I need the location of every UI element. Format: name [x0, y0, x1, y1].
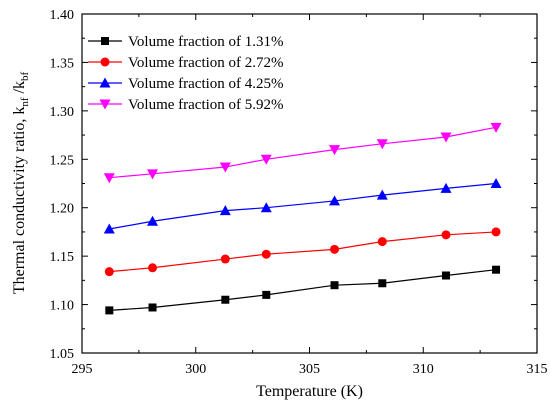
- data-point: [330, 281, 339, 290]
- legend-marker: [101, 37, 109, 45]
- series-3: [103, 178, 502, 234]
- data-point: [441, 230, 451, 240]
- data-point: [490, 178, 502, 188]
- data-point: [148, 303, 157, 312]
- legend-item: Volume fraction of 4.25%: [88, 76, 284, 92]
- legend-label: Volume fraction of 2.72%: [128, 55, 284, 71]
- legend: Volume fraction of 1.31% Volume fraction …: [88, 34, 284, 113]
- legend-label: Volume fraction of 4.25%: [128, 76, 284, 92]
- data-point: [329, 195, 341, 206]
- x-tick-label: 295: [72, 362, 93, 377]
- y-axis-ticks: 1.05 1.10 1.15 1.20 1.25 1.30 1.35 1.40: [50, 8, 537, 362]
- y-tick-label: 1.40: [50, 8, 75, 23]
- data-point: [378, 279, 387, 288]
- legend-item: Volume fraction of 1.31%: [88, 34, 284, 50]
- data-point: [105, 306, 114, 315]
- data-point: [261, 249, 271, 259]
- y-axis-title: Thermal conductivity ratio, knf /kbf: [11, 72, 31, 295]
- data-point: [220, 254, 230, 264]
- data-point: [376, 139, 388, 150]
- y-tick-label: 1.10: [50, 299, 75, 314]
- series-2: [104, 227, 501, 277]
- x-tick-label: 310: [413, 362, 434, 377]
- data-point: [260, 202, 272, 213]
- y-tick-label: 1.25: [50, 153, 75, 168]
- series-line: [109, 231, 497, 273]
- data-point: [376, 189, 388, 200]
- data-point: [440, 182, 452, 193]
- data-point: [329, 145, 341, 156]
- x-tick-label: 305: [299, 362, 320, 377]
- data-point: [440, 132, 452, 143]
- data-point: [221, 295, 230, 304]
- series-line: [109, 182, 497, 230]
- series-line: [109, 126, 497, 179]
- data-point: [147, 169, 159, 180]
- y-tick-label: 1.30: [50, 105, 75, 120]
- data-point: [490, 122, 502, 133]
- data-point: [491, 227, 501, 237]
- data-point: [330, 244, 340, 254]
- series-4: [103, 122, 502, 184]
- x-tick-label: 300: [185, 362, 206, 377]
- legend-marker: [99, 99, 111, 110]
- y-tick-label: 1.05: [50, 347, 75, 362]
- x-axis-ticks: 295 300 305 310 315: [72, 14, 548, 377]
- series-1: [105, 265, 501, 315]
- legend-item: Volume fraction of 5.92%: [88, 97, 284, 113]
- y-tick-label: 1.35: [50, 56, 75, 71]
- data-point: [148, 263, 158, 273]
- data-point: [103, 173, 115, 184]
- data-point: [442, 271, 450, 280]
- data-point: [377, 237, 387, 247]
- y-tick-label: 1.15: [50, 250, 75, 265]
- series-line: [109, 269, 497, 311]
- data-point: [104, 267, 114, 277]
- data-point: [260, 154, 272, 165]
- legend-marker: [99, 77, 111, 88]
- data-point: [103, 223, 115, 234]
- x-tick-label: 315: [527, 362, 548, 377]
- data-point: [262, 290, 271, 299]
- legend-marker: [100, 57, 110, 67]
- data-point: [147, 215, 159, 226]
- data-point: [492, 265, 501, 274]
- legend-label: Volume fraction of 5.92%: [128, 97, 284, 113]
- x-axis-title: Temperature (K): [256, 383, 363, 400]
- y-tick-label: 1.20: [50, 202, 75, 217]
- plot-content: [103, 122, 502, 315]
- data-point: [219, 205, 231, 216]
- data-point: [219, 162, 231, 173]
- legend-item: Volume fraction of 2.72%: [88, 55, 284, 71]
- legend-label: Volume fraction of 1.31%: [128, 34, 284, 50]
